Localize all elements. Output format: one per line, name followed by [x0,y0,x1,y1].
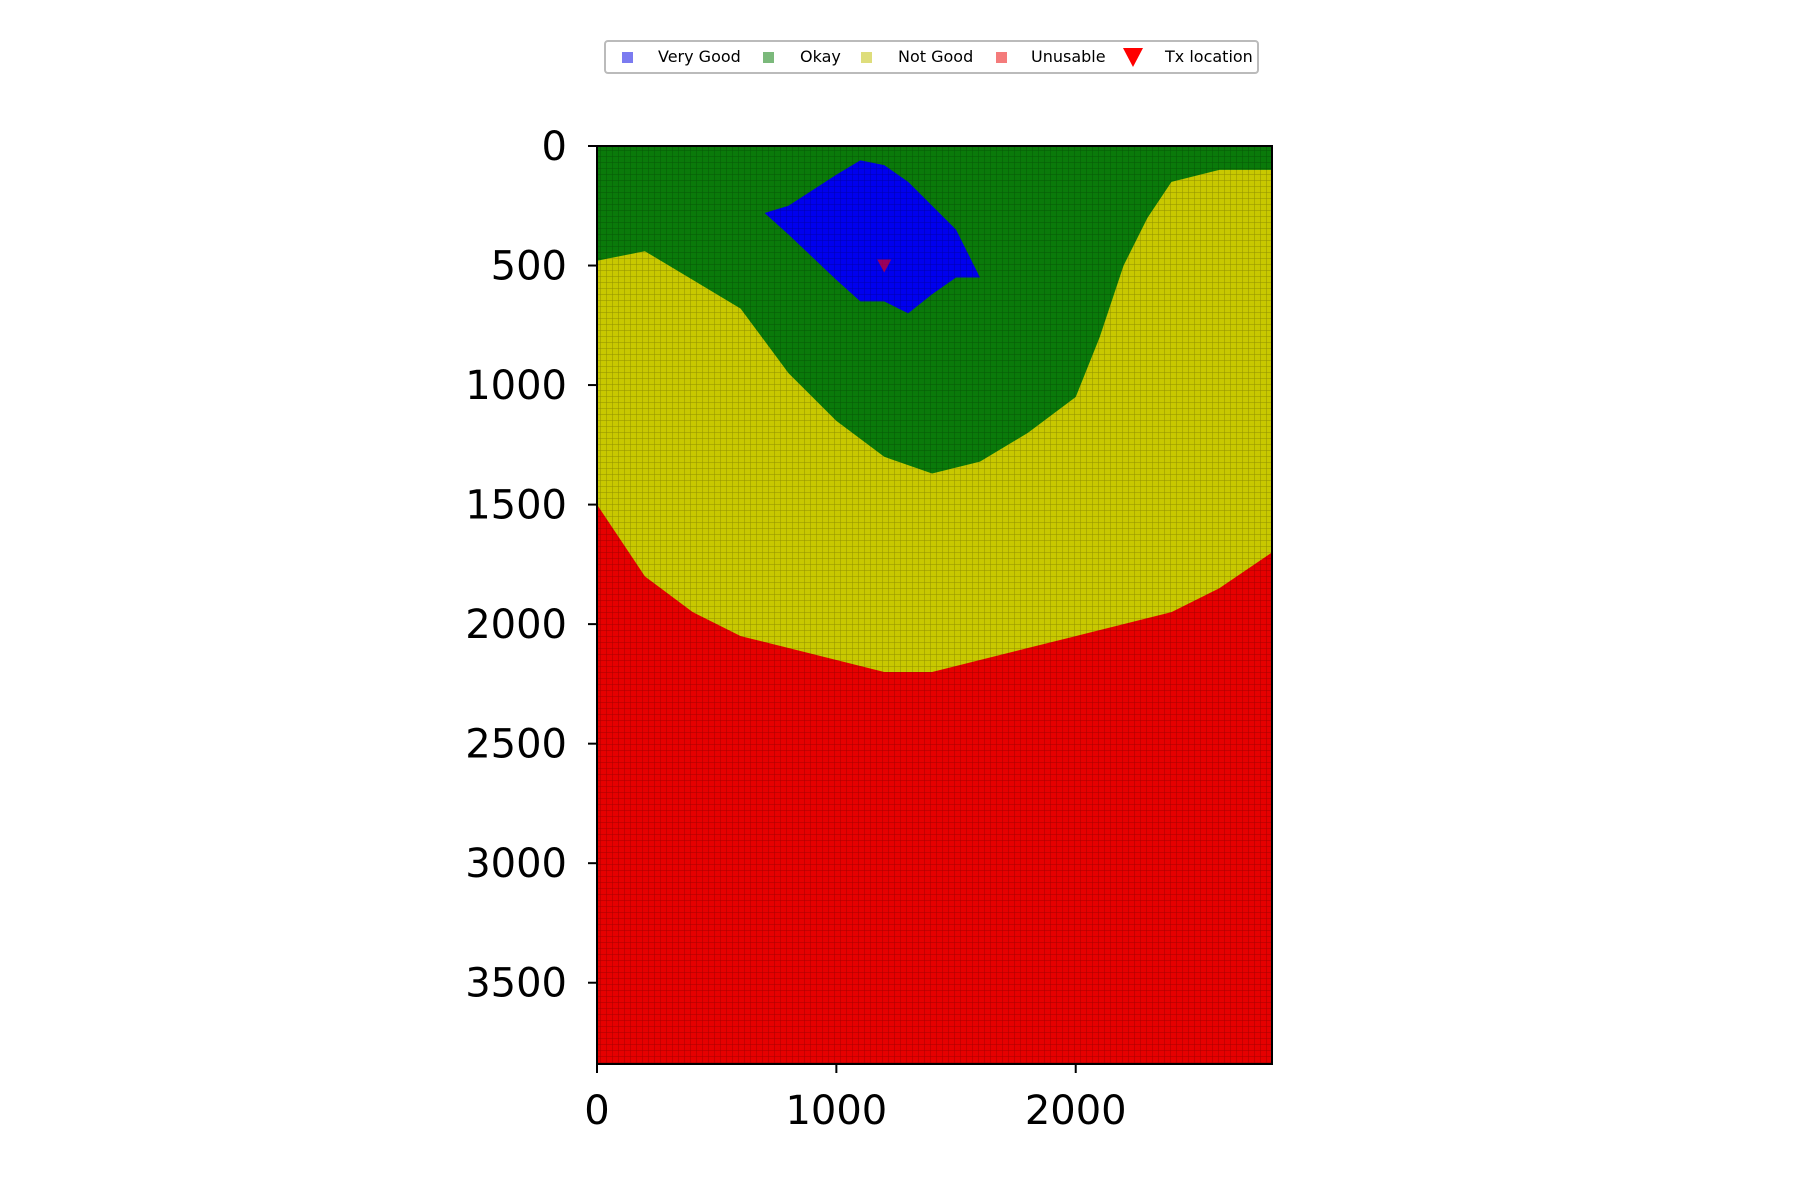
y-tick-label: 500 [491,244,567,290]
y-tick-label: 1000 [465,363,567,409]
legend-marker-tx-location [1123,48,1143,67]
legend-label-not-good: Not Good [898,47,973,66]
y-tick-label: 1500 [465,483,567,529]
y-axis: 0 500 1000 1500 2000 2500 3000 3500 [465,124,597,1007]
legend: Very Good Okay Not Good Unusable Tx loca… [604,40,1259,74]
y-tick-label: 0 [542,124,567,170]
legend-label-very-good: Very Good [658,47,741,66]
x-tick-label: 1000 [785,1088,887,1134]
legend-marker-not-good [861,52,872,63]
x-tick-label: 2000 [1025,1088,1127,1134]
y-tick-label: 3500 [465,961,567,1007]
legend-label-unusable: Unusable [1031,47,1106,66]
legend-label-tx-location: Tx location [1164,47,1253,66]
legend-label-okay: Okay [800,47,841,66]
plot-area [596,145,1273,1065]
cell-grid-overlay [597,146,1272,1064]
legend-frame [604,40,1259,74]
legend-marker-okay [763,52,774,63]
y-tick-label: 2000 [465,602,567,648]
y-tick-label: 3000 [465,841,567,887]
x-axis: 0 1000 2000 [584,1064,1127,1134]
legend-marker-unusable [996,52,1007,63]
plot-frame [596,145,1273,1065]
x-tick-label: 0 [584,1088,609,1134]
tx-location-marker [877,259,892,273]
y-tick-label: 2500 [465,722,567,768]
legend-marker-very-good [622,52,633,63]
